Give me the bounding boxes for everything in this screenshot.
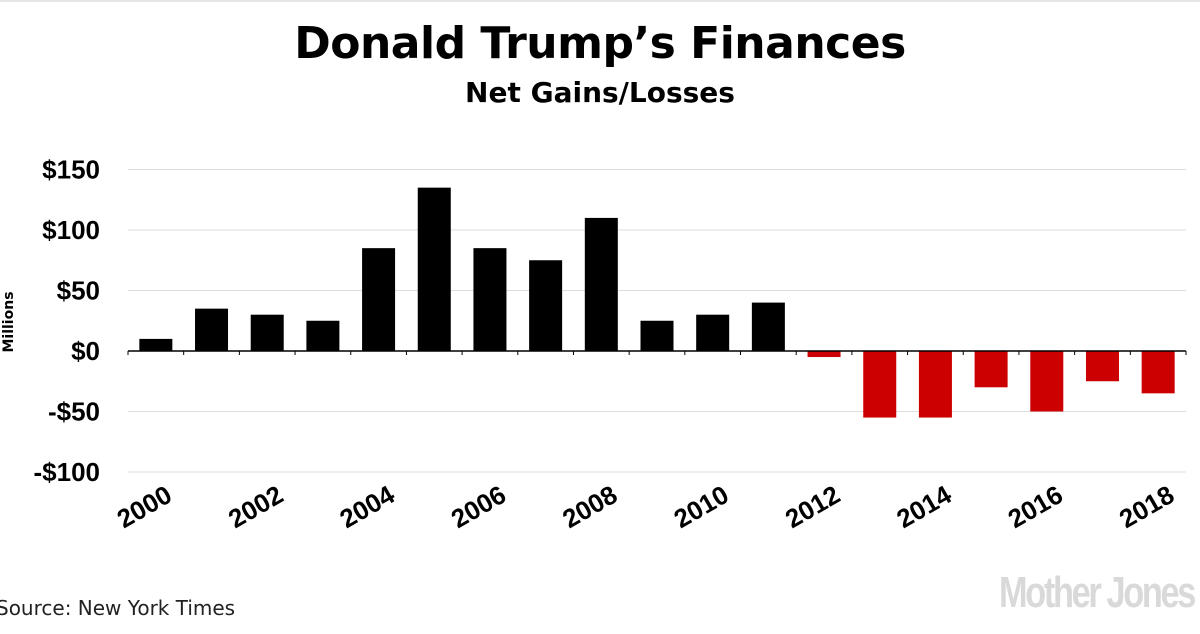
- bar-2004: [362, 248, 396, 351]
- brand-logo: Mother Jones: [998, 568, 1196, 617]
- bar-2018: [1141, 351, 1175, 394]
- x-tick-label: 2012: [780, 479, 845, 534]
- x-tick-label: 2006: [446, 479, 511, 534]
- bar-2000: [139, 338, 173, 351]
- bar-2016: [1030, 351, 1064, 412]
- x-tick-label: 2000: [112, 479, 177, 534]
- bar-2015: [974, 351, 1008, 388]
- bar-2003: [306, 320, 340, 351]
- x-axis: [127, 350, 1187, 355]
- bar-2017: [1085, 351, 1119, 382]
- y-tick-label: $150: [42, 155, 100, 185]
- bar-2005: [417, 187, 451, 351]
- bar-2006: [473, 248, 507, 351]
- x-tick-labels: 2000 2002 2004 2006 2008 2010 2012 2014 2016 2018: [112, 479, 1179, 534]
- y-tick-label: $100: [42, 215, 100, 245]
- top-border: [0, 0, 1200, 2]
- gridlines: [128, 169, 1186, 473]
- bar-2002: [250, 314, 284, 351]
- x-tick-label: 2014: [891, 479, 957, 534]
- y-tick-label: $50: [57, 276, 100, 306]
- bar-2011: [751, 302, 785, 351]
- bar-2007: [529, 260, 563, 351]
- bar-2010: [696, 314, 730, 351]
- x-tick-label: 2002: [223, 479, 288, 534]
- y-tick-label: -$50: [48, 397, 100, 427]
- y-tick-label: $0: [71, 336, 100, 366]
- y-tick-labels: $150 $100 $50 $0 -$50 -$100: [34, 155, 101, 488]
- bar-2008: [584, 217, 618, 351]
- bar-2012: [807, 351, 841, 358]
- y-axis-label: Millions: [1, 291, 17, 352]
- bar-2014: [918, 351, 952, 418]
- y-tick-label: -$100: [34, 457, 101, 487]
- bars: [139, 187, 1175, 418]
- x-tick-label: 2008: [557, 479, 622, 534]
- bar-2013: [863, 351, 897, 418]
- x-tick-label: 2010: [669, 479, 734, 534]
- x-tick-label: 2018: [1114, 479, 1179, 534]
- bar-2001: [195, 308, 229, 351]
- source-note: Source: New York Times: [0, 596, 236, 620]
- chart-title: Donald Trump’s Finances: [294, 18, 906, 69]
- x-tick-label: 2016: [1003, 479, 1068, 534]
- chart-subtitle: Net Gains/Losses: [465, 76, 735, 109]
- bar-2009: [640, 320, 674, 351]
- x-tick-label: 2004: [334, 479, 400, 534]
